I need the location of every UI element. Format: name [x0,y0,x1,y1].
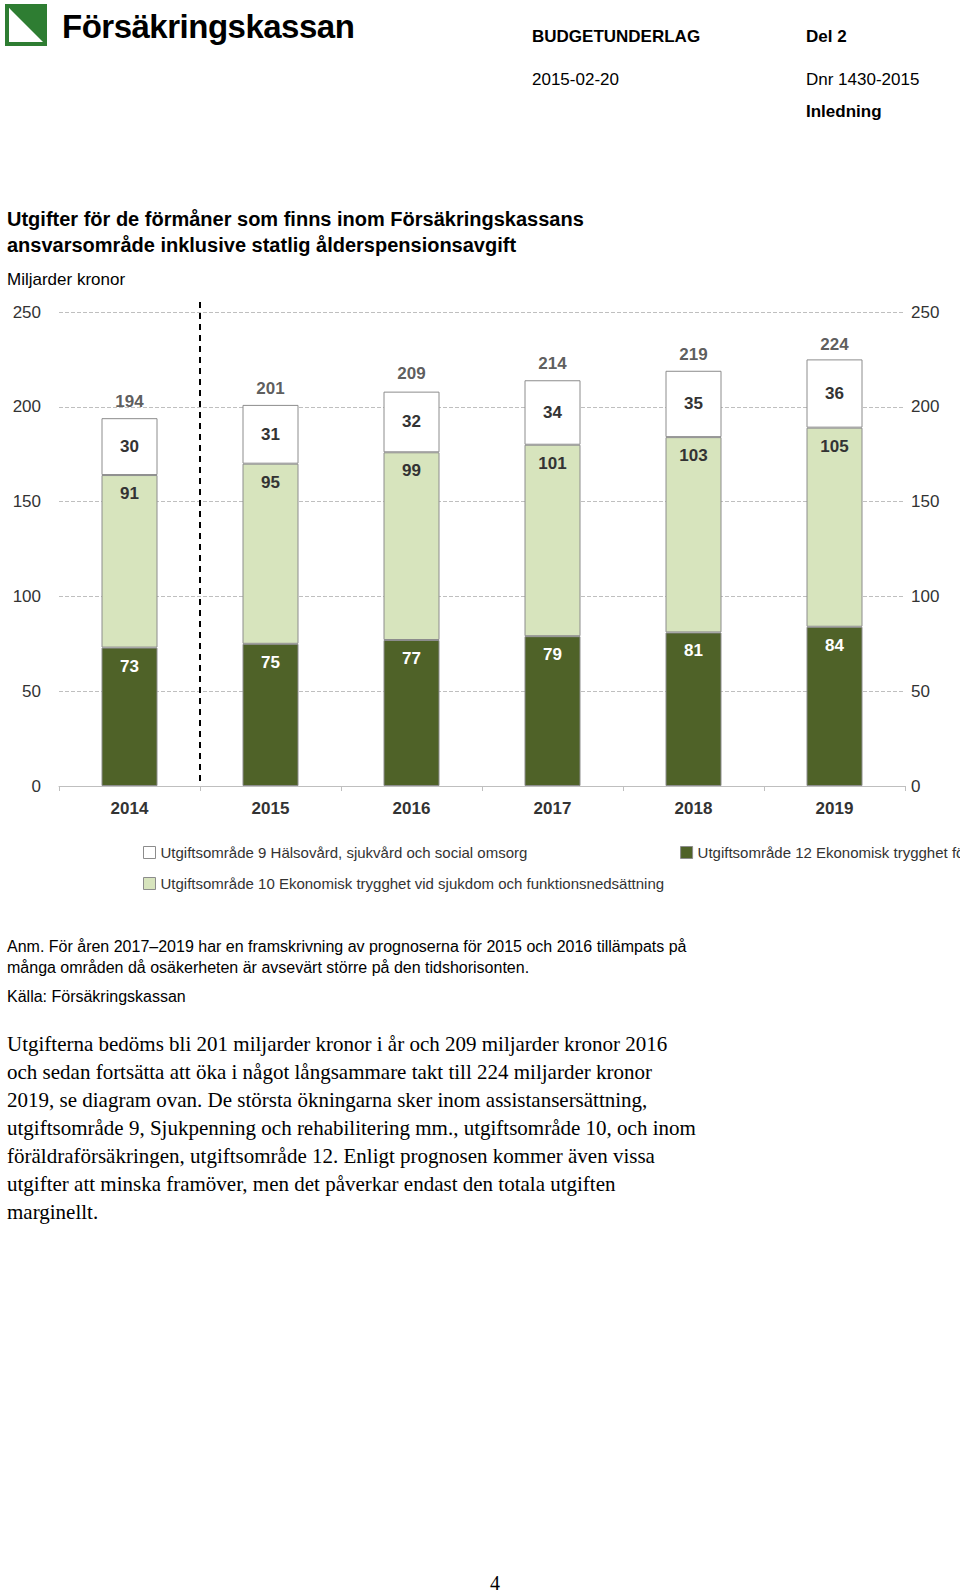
html-text:Anm. För åren 2017–2019 har en: Anm. För åren 2017–2019 har en framskriv… [7,938,687,955]
svg-text:100: 100 [911,587,939,606]
html-text:Försäkringskassan: Försäkringskassan [62,8,355,45]
svg-text:30: 30 [120,437,139,456]
svg-text:0: 0 [911,777,920,796]
svg-text:224: 224 [820,335,849,354]
svg-text:Utgiftsområde 9 Hälsovård, sju: Utgiftsområde 9 Hälsovård, sjukvård och … [161,844,528,861]
svg-text:0: 0 [32,777,41,796]
svg-text:100: 100 [13,587,41,606]
svg-text:105: 105 [820,437,848,456]
html-text:4: 4 [490,1572,500,1594]
svg-text:95: 95 [261,473,280,492]
svg-text:214: 214 [538,354,567,373]
svg-text:200: 200 [13,397,41,416]
svg-text:50: 50 [22,682,41,701]
html-text:marginellt.: marginellt. [7,1200,99,1224]
svg-text:209: 209 [397,364,425,383]
svg-text:200: 200 [911,397,939,416]
svg-text:50: 50 [911,682,930,701]
svg-text:150: 150 [13,492,41,511]
svg-text:250: 250 [13,303,41,322]
svg-text:32: 32 [402,412,421,431]
svg-text:84: 84 [825,636,844,655]
svg-text:2016: 2016 [393,799,431,818]
html-text:många områden då osäkerheten ä: många områden då osäkerheten är avsevärt… [7,959,530,976]
html-text:Källa: Försäkringskassan: Källa: Försäkringskassan [7,988,186,1005]
html-text:ansvarsområde inklusive statli: ansvarsområde inklusive statlig ålderspe… [7,234,517,256]
html-text:Utgifterna bedöms bli 201 milj: Utgifterna bedöms bli 201 miljarder kron… [7,1032,668,1056]
svg-text:99: 99 [402,461,421,480]
html-text:Utgifter för de förmåner som f: Utgifter för de förmåner som finns inom … [7,208,584,230]
svg-text:34: 34 [543,403,562,422]
html-text:föräldraförsäkringen, utgiftso: föräldraförsäkringen, utgiftsområde 12. … [7,1144,655,1168]
html-text:Del 2: Del 2 [806,27,847,46]
svg-text:75: 75 [261,653,280,672]
svg-text:103: 103 [679,446,707,465]
svg-text:250: 250 [911,303,939,322]
svg-text:81: 81 [684,641,703,660]
svg-text:Utgiftsområde 12 Ekonomisk try: Utgiftsområde 12 Ekonomisk trygghet för … [698,844,960,861]
svg-text:150: 150 [911,492,939,511]
svg-text:36: 36 [825,384,844,403]
svg-text:201: 201 [256,379,284,398]
svg-text:2014: 2014 [111,799,149,818]
svg-text:2015: 2015 [252,799,290,818]
html-text:BUDGETUNDERLAG: BUDGETUNDERLAG [532,27,701,46]
html-text:Miljarder kronor: Miljarder kronor [7,270,126,289]
html-text:2019, se diagram ovan. De stör: 2019, se diagram ovan. De största ökning… [7,1088,648,1112]
html-text:utgiftsområde 9, Sjukpenning o: utgiftsområde 9, Sjukpenning och rehabil… [7,1116,696,1140]
svg-text:77: 77 [402,649,421,668]
svg-text:101: 101 [538,454,566,473]
html-text:Inledning: Inledning [806,102,882,121]
svg-text:194: 194 [115,392,144,411]
svg-text:2019: 2019 [816,799,854,818]
svg-text:31: 31 [261,425,280,444]
svg-text:73: 73 [120,657,139,676]
svg-text:2017: 2017 [534,799,572,818]
html-text:utgifter att minska framöver,: utgifter att minska framöver, men det på… [7,1172,616,1196]
html-text:2015-02-20: 2015-02-20 [532,70,619,89]
html-text:och sedan fortsätta att öka i: och sedan fortsätta att öka i något lång… [7,1060,652,1084]
svg-text:Utgiftsområde 10 Ekonomisk try: Utgiftsområde 10 Ekonomisk trygghet vid … [161,875,665,892]
svg-text:219: 219 [679,345,707,364]
svg-text:79: 79 [543,645,562,664]
html-text:Dnr 1430-2015: Dnr 1430-2015 [806,70,920,89]
svg-text:91: 91 [120,484,139,503]
svg-text:35: 35 [684,394,703,413]
svg-text:2018: 2018 [675,799,713,818]
